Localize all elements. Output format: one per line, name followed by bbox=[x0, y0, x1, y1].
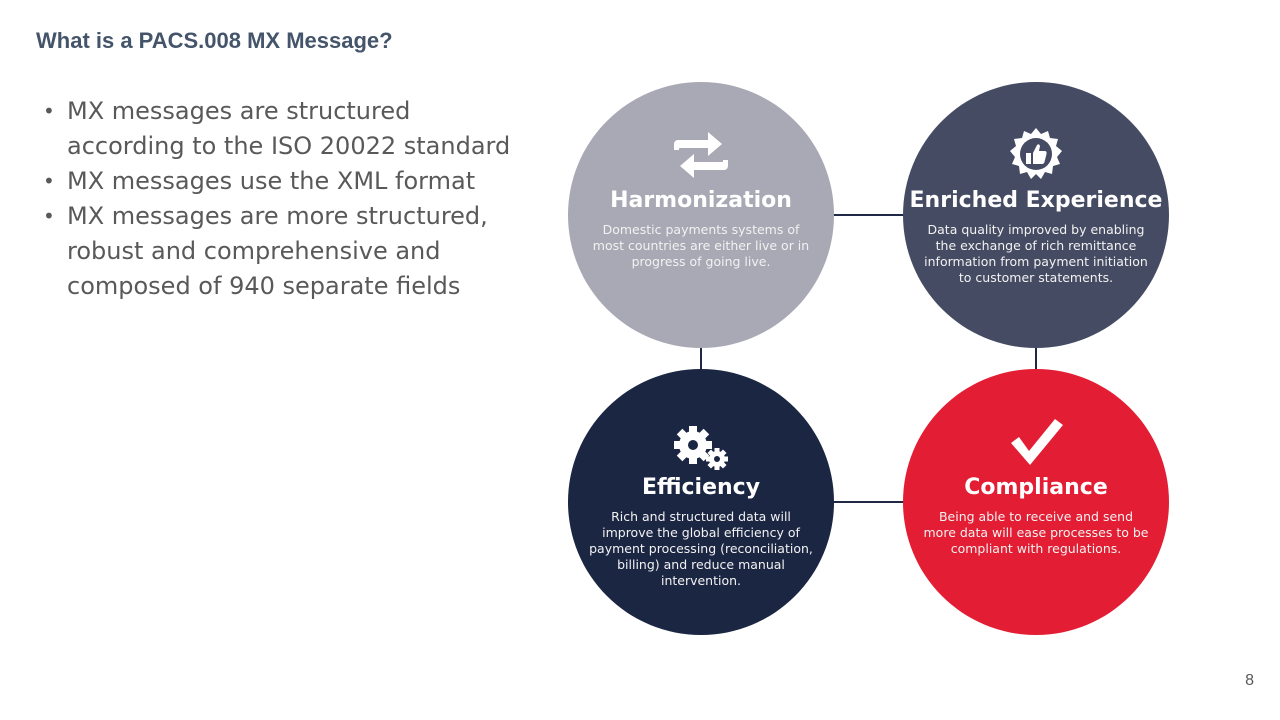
harmonization-card: Harmonization Domestic payments systems … bbox=[568, 82, 834, 348]
thumbs-up-badge-icon bbox=[903, 126, 1169, 182]
connector-left bbox=[700, 344, 702, 374]
connector-top bbox=[830, 214, 910, 216]
bullet-item: • MX messages are structured according to… bbox=[40, 94, 520, 164]
bullet-dot: • bbox=[43, 99, 55, 123]
bullet-text: MX messages use the XML format bbox=[67, 167, 476, 195]
bullet-list: • MX messages are structured according to… bbox=[40, 94, 520, 304]
bullet-dot: • bbox=[43, 169, 55, 193]
gears-icon bbox=[568, 425, 834, 473]
harmonization-description: Domestic payments systems of most countr… bbox=[592, 222, 810, 269]
enriched-experience-description: Data quality improved by enabling the ex… bbox=[924, 222, 1148, 285]
connector-right bbox=[1035, 344, 1037, 374]
efficiency-description: Rich and structured data will improve th… bbox=[589, 509, 813, 588]
connector-bottom bbox=[830, 501, 910, 503]
enriched-experience-title: Enriched Experience bbox=[909, 188, 1163, 213]
bullet-text: MX messages are structured according to … bbox=[67, 97, 511, 160]
compliance-title: Compliance bbox=[964, 475, 1108, 500]
sync-arrows-icon bbox=[568, 126, 834, 184]
bullet-item: • MX messages use the XML format bbox=[40, 164, 520, 199]
bullet-dot: • bbox=[43, 204, 55, 228]
bullet-item: • MX messages are more structured, robust… bbox=[40, 199, 520, 304]
page-number: 8 bbox=[1245, 672, 1254, 689]
checkmark-icon bbox=[903, 415, 1169, 469]
efficiency-card: Efficiency Rich and structured data will… bbox=[568, 369, 834, 635]
enriched-experience-card: Enriched Experience Data quality improve… bbox=[903, 82, 1169, 348]
slide-title: What is a PACS.008 MX Message? bbox=[36, 28, 393, 53]
harmonization-title: Harmonization bbox=[610, 188, 792, 213]
compliance-card: Compliance Being able to receive and sen… bbox=[903, 369, 1169, 635]
compliance-description: Being able to receive and send more data… bbox=[923, 509, 1149, 556]
efficiency-title: Efficiency bbox=[641, 475, 761, 500]
bullet-text: MX messages are more structured, robust … bbox=[67, 202, 488, 300]
